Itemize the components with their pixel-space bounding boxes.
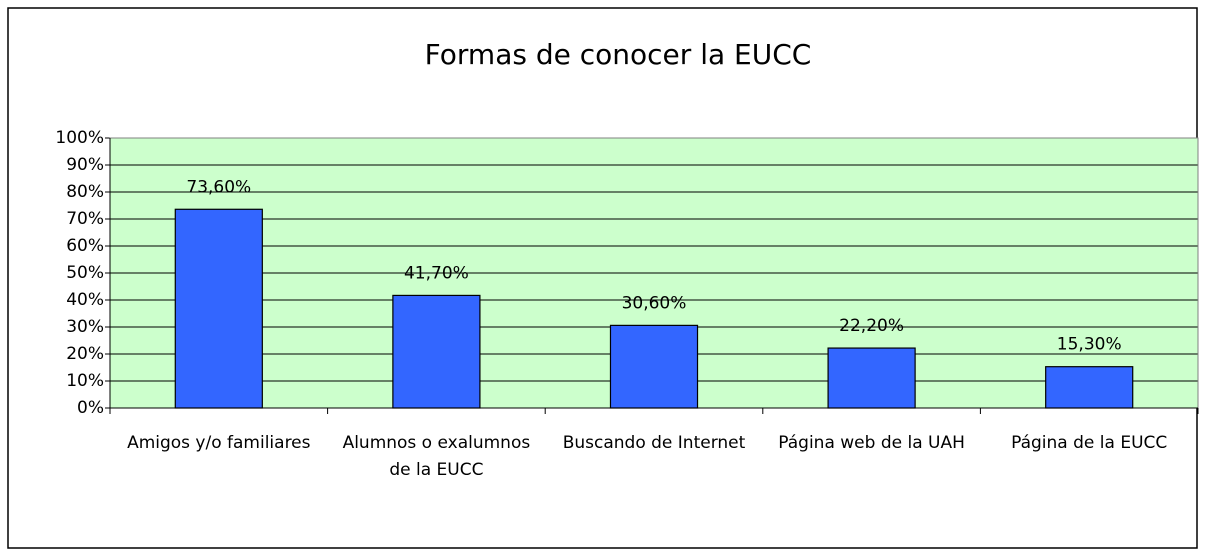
y-tick-label: 100%	[55, 128, 104, 148]
bar	[174, 208, 263, 409]
y-tick-label: 10%	[66, 371, 104, 391]
y-tick-label: 70%	[66, 209, 104, 229]
data-label: 73,60%	[186, 177, 251, 197]
bar	[392, 294, 481, 409]
bar	[827, 347, 916, 409]
x-tick-label: Página web de la UAH	[778, 433, 965, 453]
y-tick-label: 80%	[66, 182, 104, 202]
x-tick-label: Buscando de Internet	[562, 433, 746, 453]
bar	[609, 324, 699, 409]
x-tick-label: Amigos y/o familiares	[127, 433, 311, 453]
y-tick-label: 30%	[66, 317, 104, 337]
y-tick-label: 20%	[66, 344, 104, 364]
x-tick-label: Alumnos o exalumnos de la EUCC	[342, 433, 531, 480]
y-tick-label: 0%	[77, 398, 104, 418]
y-tick-label: 90%	[66, 155, 104, 175]
bar	[1045, 366, 1134, 409]
data-label: 30,60%	[622, 293, 687, 313]
chart-title: Formas de conocer la EUCC	[425, 38, 812, 71]
data-label: 22,20%	[839, 316, 904, 336]
y-tick-label: 40%	[66, 290, 104, 310]
x-tick-label: Página de la EUCC	[1011, 433, 1168, 453]
data-label: 41,70%	[404, 263, 469, 283]
y-tick-label: 60%	[66, 236, 104, 256]
y-tick-label: 50%	[66, 263, 104, 283]
data-label: 15,30%	[1057, 335, 1122, 355]
